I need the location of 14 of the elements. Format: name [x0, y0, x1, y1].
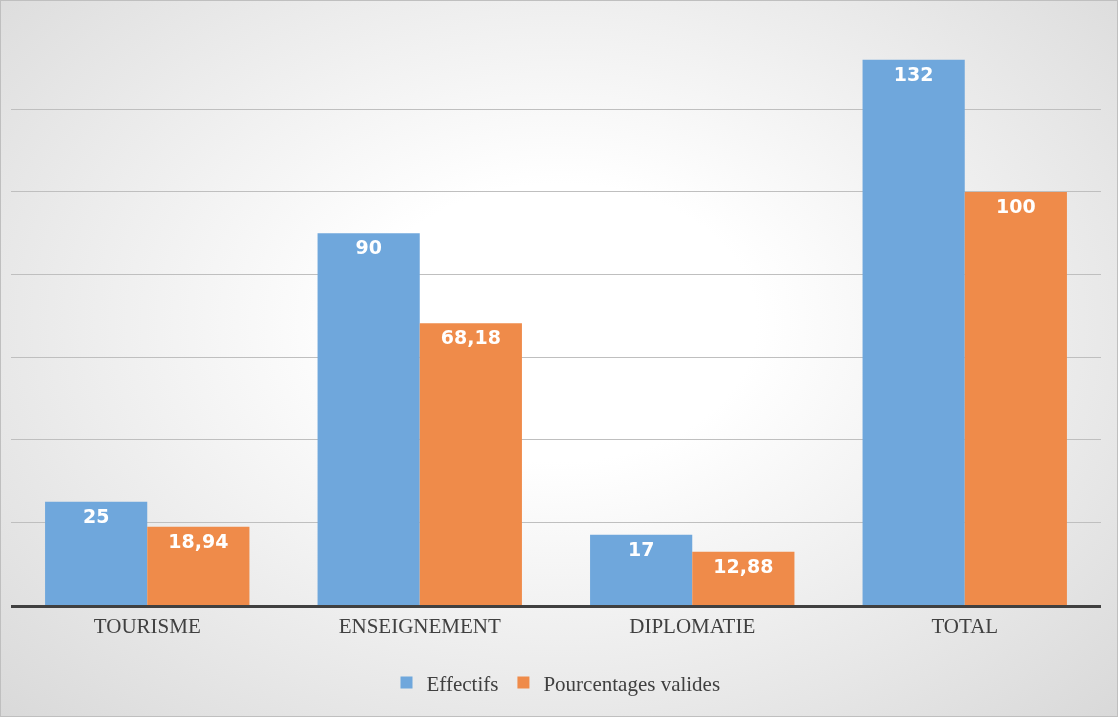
data-label: 90 [355, 236, 382, 259]
x-tick-label: ENSEIGNEMENT [338, 614, 501, 639]
data-label: 18,94 [168, 529, 229, 552]
data-label: 17 [627, 537, 655, 560]
x-tick-label: DIPLOMATIE [629, 614, 756, 639]
data-label: 12,88 [713, 554, 774, 577]
legend-label: Pourcentages valides [543, 671, 721, 696]
legend-label: Effectifs [426, 671, 499, 696]
data-label: 25 [82, 504, 110, 527]
x-tick-label: TOURISME [93, 614, 201, 639]
data-label: 100 [996, 194, 1036, 217]
data-label: 132 [893, 62, 934, 85]
x-tick-label: TOTAL [931, 614, 999, 639]
data-label: 68,18 [440, 326, 501, 349]
